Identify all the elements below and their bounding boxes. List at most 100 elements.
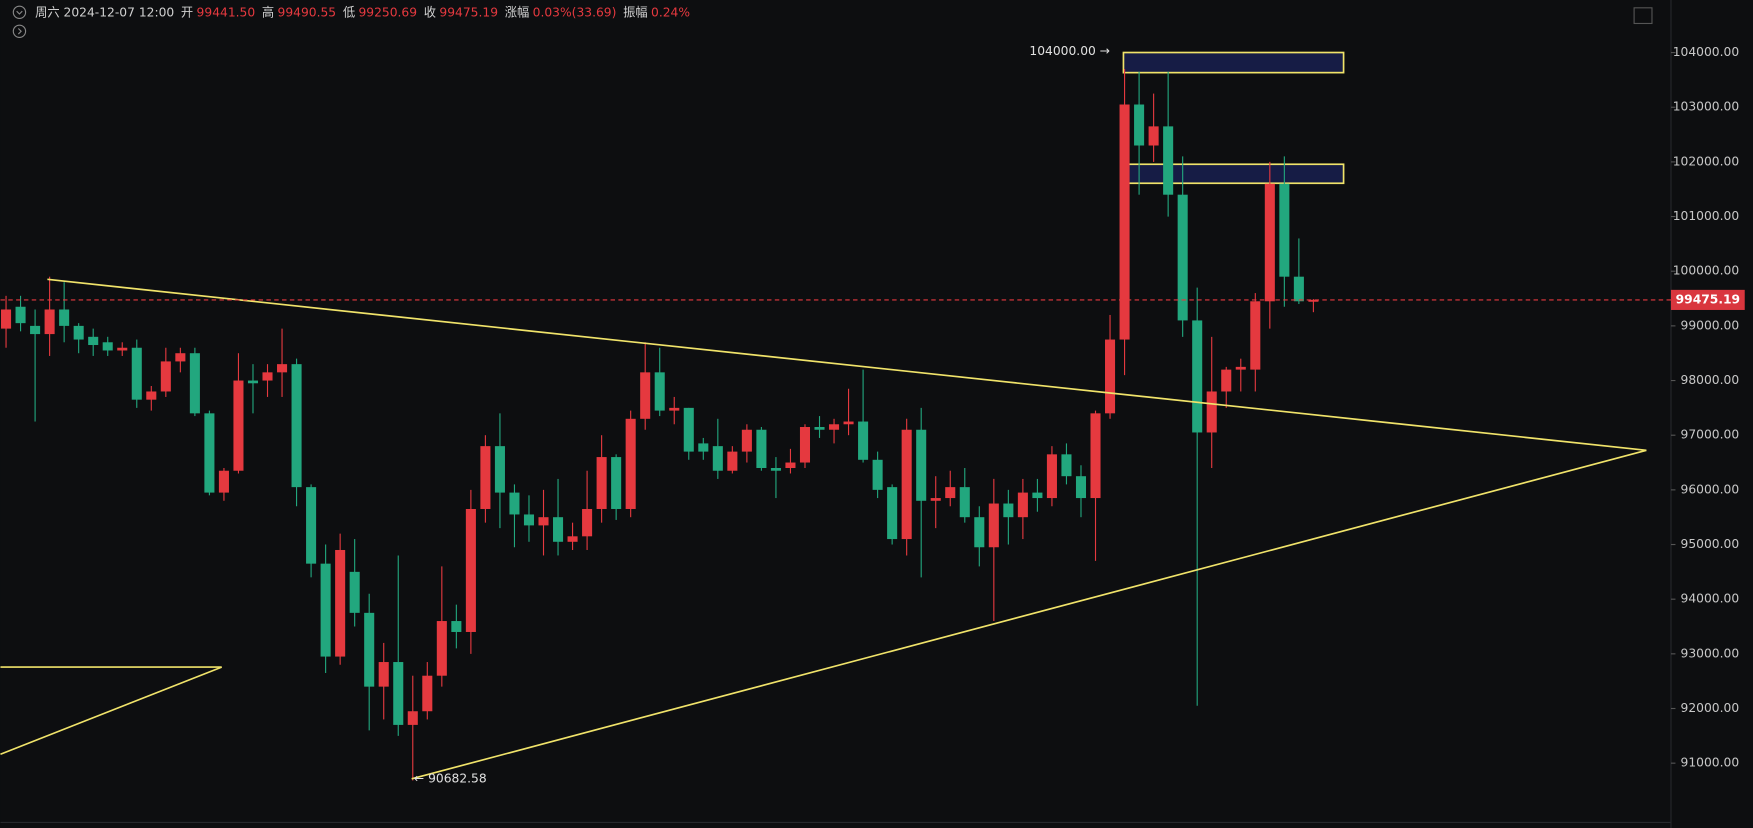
candle-body (73, 325, 84, 340)
candle-body (262, 372, 273, 381)
candle-body (567, 536, 578, 542)
candle-body (189, 353, 200, 414)
candle-body (1308, 299, 1319, 302)
candle-body (1250, 301, 1261, 370)
candle-body (1177, 194, 1188, 321)
y-tick-label: 96000.00 (1681, 482, 1740, 496)
candle-body (277, 364, 288, 373)
candle-body (335, 549, 346, 657)
candle-body (654, 372, 665, 411)
y-tick-label: 100000.00 (1673, 264, 1739, 278)
candle-body (436, 621, 447, 676)
candle-body (756, 429, 767, 468)
header-label: 低 (343, 5, 355, 19)
y-tick-label: 94000.00 (1681, 592, 1740, 606)
header-datetime: 周六 2024-12-07 12:00 (35, 5, 174, 19)
candle-body (30, 325, 41, 335)
y-tick-label: 101000.00 (1673, 209, 1739, 223)
candle-body (1032, 492, 1043, 499)
fullscreen-icon[interactable] (1633, 7, 1653, 25)
header-label: 振幅 (623, 4, 648, 19)
candle-body (901, 429, 912, 540)
candle-body (770, 467, 781, 471)
last-price-box (1670, 289, 1745, 310)
candle-body (959, 487, 970, 518)
candle-body (1293, 276, 1304, 302)
candle-body (509, 492, 520, 515)
resistance-zone (1122, 163, 1345, 185)
y-tick-label: 91000.00 (1681, 756, 1740, 770)
last-price-label: 99475.19 (1676, 292, 1740, 306)
header-label: 收 (424, 5, 436, 19)
candle-body (640, 372, 651, 419)
candle-body (1279, 183, 1290, 277)
candle-body (698, 443, 709, 452)
candle-body (378, 662, 389, 687)
candle-body (175, 353, 186, 362)
candle-body (829, 424, 840, 430)
y-tick-label: 92000.00 (1681, 701, 1740, 715)
collapse-icon-glyph (16, 10, 23, 15)
candle-body (858, 421, 869, 460)
y-tick-label: 99000.00 (1681, 318, 1740, 332)
candle-body (1017, 492, 1028, 518)
header-value: 0.03%(33.69) (533, 5, 617, 19)
candle-body (247, 380, 259, 384)
candle-body (494, 446, 505, 493)
candle-body (1003, 503, 1014, 518)
candle-body (1075, 476, 1087, 499)
candle-body (1235, 366, 1246, 370)
candle-body (1221, 369, 1232, 392)
candle-body (843, 421, 854, 425)
candle-body (291, 364, 302, 488)
candle-body (393, 662, 404, 725)
candle-body (160, 361, 171, 392)
candle-body (88, 336, 99, 346)
candle-body (407, 711, 418, 725)
candle-body (683, 407, 694, 452)
candle-body (887, 487, 898, 540)
collapse-icon[interactable] (12, 5, 27, 19)
candle-body (974, 517, 985, 548)
header-value: 99475.19 (439, 5, 498, 19)
candle-body (320, 563, 331, 657)
candle-body (131, 347, 142, 400)
expand-icon-glyph (17, 28, 22, 35)
candle-body (727, 451, 738, 471)
candle-body (596, 457, 607, 509)
y-tick-label: 97000.00 (1681, 428, 1740, 442)
header-value: 99441.50 (197, 5, 256, 19)
trendline (47, 278, 1647, 452)
y-tick-label: 103000.00 (1673, 100, 1739, 114)
candle-body (799, 427, 811, 463)
candle-body (1192, 320, 1203, 433)
candle-body (233, 380, 244, 471)
candle-body (872, 459, 883, 490)
candle-body (1061, 454, 1072, 477)
header-label: 高 (262, 4, 274, 19)
y-tick-label: 102000.00 (1673, 154, 1739, 168)
candle-body (15, 306, 26, 324)
candle-body (102, 342, 113, 351)
candle-body (930, 498, 941, 501)
candle-body (1046, 454, 1057, 499)
candle-body (916, 429, 927, 501)
candle-body (451, 621, 462, 632)
candle-body (1163, 126, 1174, 195)
expand-icon[interactable] (12, 24, 27, 38)
candle-body (204, 413, 215, 493)
resistance-zone (1122, 51, 1345, 74)
candle-body (1119, 104, 1130, 340)
candle-body (364, 612, 375, 687)
header-value: 0.24% (651, 5, 690, 19)
candle-body (146, 391, 157, 400)
candle-body (582, 508, 593, 537)
candle-body (480, 446, 491, 509)
candle-body (59, 309, 70, 326)
candle-body (422, 675, 433, 712)
candle-body (988, 503, 999, 548)
candle-body (945, 487, 956, 499)
candle-body (218, 470, 229, 493)
